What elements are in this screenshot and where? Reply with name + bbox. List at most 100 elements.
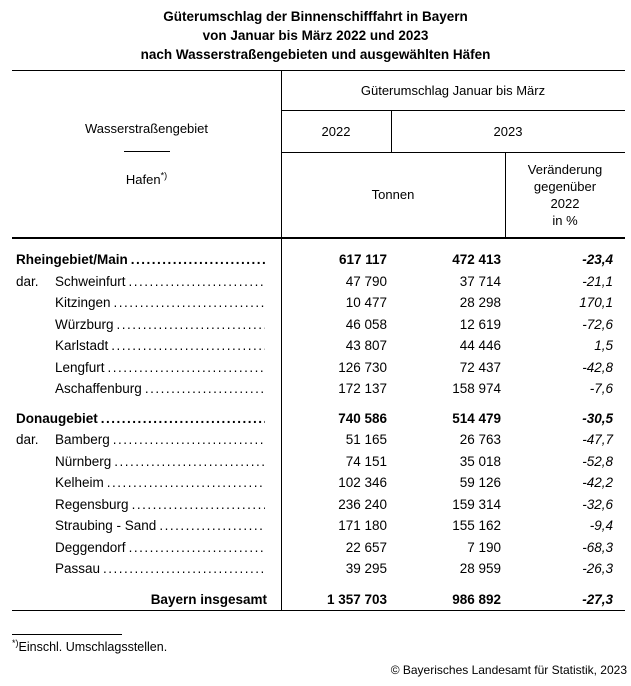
value-2023: 28 298 bbox=[459, 295, 501, 310]
column-header-change: Veränderung gegenüber 2022 in % bbox=[505, 152, 625, 237]
value-2023: 159 314 bbox=[452, 496, 501, 512]
value-2022: 74 151 bbox=[345, 453, 387, 469]
table-row-aschaffenburg: Aschaffenburg...........................… bbox=[12, 378, 625, 400]
hafen-label: Hafen bbox=[125, 172, 161, 187]
row-label: Donaugebiet bbox=[16, 410, 98, 426]
value-change: -72,6 bbox=[582, 316, 613, 332]
value-2022: 51 165 bbox=[345, 432, 387, 447]
column-header-tonnen: Tonnen bbox=[371, 187, 415, 202]
table-row-wuerzburg: Würzburg................................… bbox=[12, 314, 625, 336]
value-2022: 39 295 bbox=[345, 561, 387, 576]
row-label: Kelheim bbox=[55, 475, 104, 490]
value-2022: 236 240 bbox=[338, 496, 387, 512]
value-change: 1,5 bbox=[594, 338, 613, 353]
value-2023: 158 974 bbox=[452, 381, 501, 396]
change-line-1: Veränderung bbox=[527, 161, 603, 177]
value-2022: 47 790 bbox=[345, 273, 387, 289]
header-bottom-rule bbox=[12, 237, 625, 239]
value-2023: 37 714 bbox=[459, 273, 501, 289]
table-row-karlstadt: Karlstadt...............................… bbox=[12, 335, 625, 357]
year-divider bbox=[391, 110, 392, 152]
title-line-2: von Januar bis März 2022 und 2023 bbox=[202, 28, 429, 43]
value-2023: 514 479 bbox=[452, 410, 501, 426]
leader-dots: ........................................… bbox=[144, 381, 265, 396]
row-label: Würzburg bbox=[55, 316, 114, 332]
row-label: Nürnberg bbox=[55, 453, 112, 469]
total-value-2022: 1 357 703 bbox=[326, 591, 387, 607]
value-change: -32,6 bbox=[582, 496, 613, 512]
value-2022: 10 477 bbox=[345, 295, 387, 310]
total-value-2023: 986 892 bbox=[452, 591, 501, 607]
value-change: -23,4 bbox=[582, 252, 613, 267]
table-row-straubing-sand: Straubing - Sand........................… bbox=[12, 515, 625, 537]
table-row-deggendorf: Deggendorf..............................… bbox=[12, 537, 625, 559]
stub-header: Wasserstraßengebiet Hafen*) bbox=[12, 71, 281, 237]
value-change: -52,8 bbox=[582, 453, 613, 469]
section-gap bbox=[12, 580, 625, 589]
row-label: Kitzingen bbox=[55, 295, 111, 310]
row-label: Karlstadt bbox=[55, 338, 109, 353]
copyright-notice: © Bayerisches Landesamt für Statistik, 2… bbox=[390, 663, 627, 677]
leader-dots: ........................................… bbox=[113, 295, 265, 310]
stub-header-bottom: Hafen*) bbox=[125, 170, 168, 187]
value-change: 170,1 bbox=[579, 295, 613, 310]
leader-dots: ........................................… bbox=[103, 561, 265, 576]
leader-dots: ........................................… bbox=[116, 316, 265, 332]
table-row-kelheim: Kelheim.................................… bbox=[12, 472, 625, 494]
title-line-3: nach Wasserstraßengebieten und ausgewähl… bbox=[140, 47, 491, 62]
row-label: Schweinfurt bbox=[55, 273, 126, 289]
leader-dots: ........................................… bbox=[106, 475, 265, 490]
change-line-3: 2022 bbox=[550, 195, 580, 211]
value-2023: 72 437 bbox=[459, 359, 501, 375]
column-header-2022: 2022 bbox=[321, 123, 351, 139]
value-2022: 740 586 bbox=[338, 410, 387, 426]
change-line-2: gegenüber bbox=[533, 178, 597, 194]
row-prefix: dar. bbox=[16, 432, 39, 447]
row-label: Deggendorf bbox=[55, 539, 126, 555]
page-title: Güterumschlag der Binnenschifffahrt in B… bbox=[0, 7, 631, 64]
table-row-kitzingen: Kitzingen...............................… bbox=[12, 292, 625, 314]
change-line-4: in % bbox=[552, 212, 578, 228]
value-2022: 172 137 bbox=[338, 381, 387, 396]
table-row-regensburg: Regensburg..............................… bbox=[12, 494, 625, 516]
table-row-schweinfurt: dar. Schweinfurt.........................… bbox=[12, 271, 625, 293]
row-label: Regensburg bbox=[55, 496, 129, 512]
title-line-1: Güterumschlag der Binnenschifffahrt in B… bbox=[163, 9, 468, 24]
footnote-marker-ref: *) bbox=[160, 170, 168, 181]
total-value-change: -27,3 bbox=[582, 591, 613, 607]
value-2023: 44 446 bbox=[459, 338, 501, 353]
row-label: Passau bbox=[55, 561, 101, 576]
statistics-table: Wasserstraßengebiet Hafen*) Güterumschla… bbox=[12, 70, 625, 611]
value-2022: 617 117 bbox=[338, 252, 387, 267]
stub-header-top: Wasserstraßengebiet bbox=[84, 121, 209, 136]
column-group-header: Güterumschlag Januar bis März bbox=[360, 83, 546, 98]
value-2022: 126 730 bbox=[338, 359, 387, 375]
row-label: Bamberg bbox=[55, 432, 110, 447]
value-2023: 155 162 bbox=[452, 518, 501, 533]
value-change: -9,4 bbox=[589, 518, 613, 533]
value-change: -21,1 bbox=[582, 273, 613, 289]
table-row-rheingebiet: Rheingebiet/Main........................… bbox=[12, 249, 625, 271]
footnote-marker: *) bbox=[12, 637, 19, 648]
footnote-text: Einschl. Umschlagsstellen. bbox=[18, 640, 168, 654]
header-rule-2 bbox=[281, 152, 625, 153]
table-row-nuernberg: Nürnberg................................… bbox=[12, 451, 625, 473]
value-2022: 171 180 bbox=[338, 518, 387, 533]
table-divider-vertical bbox=[281, 71, 282, 610]
table-row-bamberg: dar. Bamberg.............................… bbox=[12, 429, 625, 451]
column-header-2023: 2023 bbox=[493, 123, 523, 139]
leader-dots: ........................................… bbox=[130, 252, 265, 267]
leader-dots: ........................................… bbox=[107, 359, 265, 375]
leader-dots: ........................................… bbox=[128, 539, 265, 555]
value-change: -47,7 bbox=[582, 432, 613, 447]
row-label: Rheingebiet/Main bbox=[16, 252, 128, 267]
value-2023: 28 959 bbox=[459, 561, 501, 576]
stub-header-separator bbox=[123, 151, 170, 152]
value-2022: 46 058 bbox=[345, 316, 387, 332]
value-2022: 43 807 bbox=[345, 338, 387, 353]
total-label: Bayern insgesamt bbox=[150, 591, 267, 607]
leader-dots: ........................................… bbox=[112, 432, 265, 447]
footnote-rule bbox=[12, 634, 122, 635]
row-prefix: dar. bbox=[16, 273, 39, 289]
